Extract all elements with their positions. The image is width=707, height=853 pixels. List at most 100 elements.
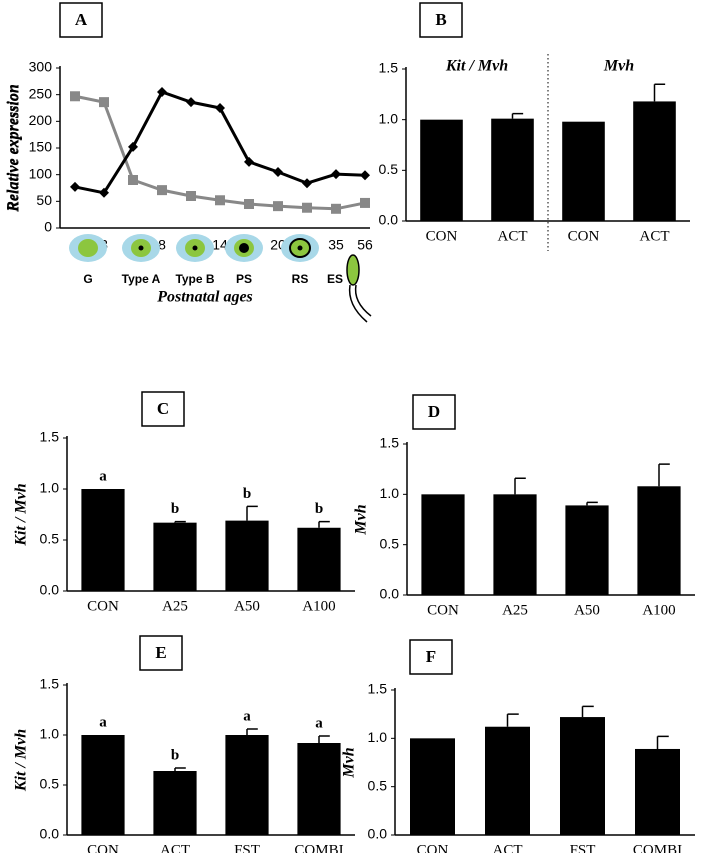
x-tick-label: ACT [640,228,670,244]
x-tick-label: A100 [642,602,675,618]
point [186,97,196,108]
y-tick-label: 250 [29,85,53,101]
error-bar [246,505,258,521]
panel-label-box [419,2,463,38]
y-tick-label: 0.0 [368,826,388,842]
bar [410,738,455,835]
error-bar [656,735,669,749]
y-tick-label: 1.5 [40,676,60,692]
point [331,169,341,180]
x-tick-label: FST [234,842,260,853]
chromatin [192,245,198,251]
bar [297,743,341,835]
y-axis-label: Mvh [341,747,358,778]
y-tick-label: 1.5 [380,435,400,451]
error-bar [586,501,598,506]
x-tick-label: A25 [162,598,188,614]
stage-label: G [83,272,92,286]
y-tick-label: 0.5 [368,777,388,793]
point [273,201,283,212]
point [128,141,138,152]
y-tick-label: 0 [44,219,52,235]
error-bar [514,477,526,495]
x-tick-label: ACT [498,228,528,244]
point [99,187,109,198]
bar [81,489,125,591]
bar [225,735,269,835]
point [360,197,370,208]
significance-label: b [171,501,179,517]
y-tick-label: 1.5 [40,429,60,445]
group-label: Mvh [603,58,634,75]
error-bar [581,705,594,718]
x-tick-label: ACT [493,842,523,853]
stage-label: Type A [122,272,161,286]
y-tick-label: 0.0 [40,582,60,598]
x-tick-label: A25 [502,602,528,618]
error-bar [318,735,330,743]
bar [225,520,269,591]
bar [153,771,197,835]
significance-label: b [171,747,179,763]
chromatin [297,245,303,251]
x-tick-label: COMBI [294,842,343,853]
panel-label-box [141,391,185,427]
x-tick-label: CON [417,842,449,853]
error-bar [506,713,519,727]
panel-label: A [75,10,88,29]
series-line [74,94,366,211]
y-tick-label: 0.5 [379,161,399,177]
y-tick-label: 0.0 [40,826,60,842]
x-tick-label: CON [427,602,459,618]
x-tick-label: 56 [357,237,373,253]
error-bar [318,520,330,528]
y-tick-label: 1.0 [368,729,388,745]
bar [493,494,537,595]
significance-label: a [243,708,251,724]
y-tick-label: 100 [29,165,53,181]
error-bar [174,767,186,771]
point [157,87,167,97]
bar [562,121,605,221]
stage-label: Type B [175,272,214,286]
x-tick-label: 35 [328,237,344,253]
bar [420,119,463,221]
x-tick-label: CON [426,228,458,244]
panel-label-box [412,394,456,430]
bar [81,735,125,835]
panel-label: F [426,647,436,666]
point [157,185,167,196]
y-tick-label: 0.5 [40,531,60,547]
point [244,199,254,209]
point [70,181,80,192]
stage-label: RS [292,272,309,286]
x-tick-label: A100 [302,598,335,614]
y-tick-label: 1.0 [380,485,400,501]
bar [635,748,680,835]
y-tick-label: 1.0 [40,480,60,496]
point [215,195,225,206]
y-tick-label: 150 [29,139,53,155]
y-tick-label: 50 [36,192,52,208]
sperm-head [346,254,360,286]
sperm-tail [348,284,372,323]
y-tick-label: 0.5 [40,776,60,792]
y-tick-label: 1.5 [368,681,388,697]
stage-label: ES [327,272,343,286]
cell-nucleus [78,239,98,257]
group-label: Kit / Mvh [445,58,508,75]
panel-label: E [155,643,166,662]
bar [297,527,341,591]
error-bar [174,520,186,523]
error-bar [511,112,524,119]
bar [565,505,609,595]
y-axis-label: Relative expression [6,84,23,213]
point [331,203,341,214]
x-tick-label: CON [568,228,600,244]
y-axis-label: Kit / Mvh [13,729,30,792]
error-bar [658,463,670,487]
x-tick-label: A50 [574,602,600,618]
chromatin [138,245,144,251]
bar [560,717,605,835]
